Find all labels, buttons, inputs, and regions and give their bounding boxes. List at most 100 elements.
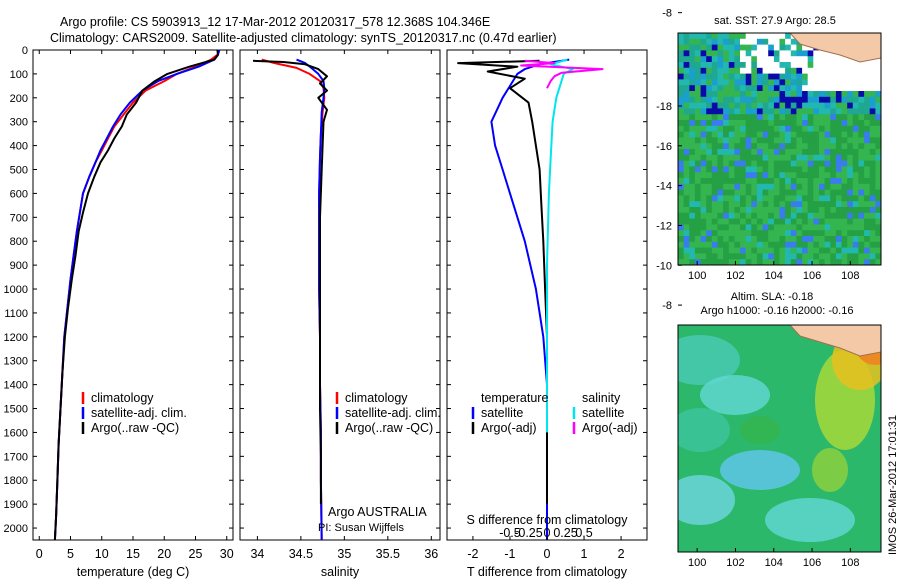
sst-cell xyxy=(773,230,781,237)
sst-cell xyxy=(751,108,758,115)
sst-cell xyxy=(858,85,865,92)
sst-cell xyxy=(717,38,724,46)
sst-cell xyxy=(847,247,854,254)
sst-cell xyxy=(689,125,696,133)
sst-cell xyxy=(683,62,690,69)
sst-cell xyxy=(779,85,786,92)
s-tick-label: -0.5 xyxy=(499,526,521,540)
sst-cell xyxy=(807,143,814,150)
sst-cell xyxy=(689,102,696,109)
sst-cell xyxy=(785,230,792,237)
sst-cell xyxy=(762,67,769,75)
s-tick-label: 0.5 xyxy=(575,526,592,540)
sst-cell xyxy=(706,91,713,98)
lon-tick-label: 106 xyxy=(803,557,821,569)
sst-cell xyxy=(723,212,730,220)
sst-cell xyxy=(683,172,690,179)
depth-tick-label: 1800 xyxy=(4,475,28,487)
sst-cell xyxy=(751,73,758,80)
sst-cell xyxy=(683,79,690,86)
sst-cell xyxy=(869,143,876,150)
sst-cell xyxy=(796,137,803,144)
sst-cell xyxy=(790,207,797,214)
sst-cell xyxy=(740,230,747,237)
depth-tick-label: 1100 xyxy=(4,308,28,320)
sst-cell xyxy=(762,178,769,185)
sst-cell xyxy=(756,218,764,225)
sst-cell xyxy=(683,131,690,138)
sst-cell xyxy=(802,195,809,202)
sst-cell xyxy=(728,195,735,202)
sst-cell xyxy=(734,85,741,92)
sst-cell xyxy=(706,183,713,191)
sst-cell xyxy=(678,50,685,57)
sst-cell xyxy=(700,62,707,69)
sst-cell xyxy=(875,183,881,191)
sst-cell xyxy=(751,67,758,75)
sst-cell xyxy=(723,44,730,51)
x-tick-label: 30 xyxy=(220,547,234,561)
sst-cell xyxy=(875,195,881,202)
series-line-climatology xyxy=(261,58,326,541)
sst-cell xyxy=(875,212,881,220)
sst-cell xyxy=(785,85,792,92)
sst-cell xyxy=(824,143,831,150)
sst-cell xyxy=(864,253,871,260)
sst-cell xyxy=(869,149,876,156)
sst-cell xyxy=(751,143,758,150)
sst-cell xyxy=(779,44,786,51)
sst-cell xyxy=(835,62,843,69)
sst-cell xyxy=(785,131,792,138)
sst-cell xyxy=(813,195,820,202)
sst-cell xyxy=(711,120,718,127)
sst-cell xyxy=(734,131,741,138)
sla-anomaly-region xyxy=(740,416,780,444)
sst-cell xyxy=(768,73,775,80)
sst-cell xyxy=(819,67,826,75)
sst-cell xyxy=(711,85,718,92)
sst-cell xyxy=(768,207,775,214)
sst-cell xyxy=(768,212,775,220)
sst-cell xyxy=(785,224,792,231)
sst-cell xyxy=(841,137,848,144)
sst-cell xyxy=(841,253,848,260)
sst-cell xyxy=(711,33,718,40)
sst-cell xyxy=(835,143,843,150)
sst-cell xyxy=(768,236,775,243)
imos-credit: IMOS 26-Mar-2012 17:01:31 xyxy=(887,415,899,555)
sst-cell xyxy=(740,201,747,208)
sst-cell xyxy=(694,56,702,63)
sst-cell xyxy=(869,125,876,133)
sst-cell xyxy=(835,73,843,80)
sst-cell xyxy=(745,56,752,63)
sst-cell xyxy=(824,224,831,231)
sst-cell xyxy=(745,149,752,156)
sst-cell xyxy=(745,125,752,133)
depth-tick-label: 1400 xyxy=(4,380,28,392)
sst-cell xyxy=(852,207,859,214)
sst-cell xyxy=(723,224,730,231)
sst-cell xyxy=(847,114,854,121)
sst-cell xyxy=(858,160,865,167)
sst-cell xyxy=(762,44,769,51)
sst-cell xyxy=(745,33,752,40)
sst-cell xyxy=(785,91,792,98)
sst-cell xyxy=(717,236,724,243)
sst-cell xyxy=(858,253,865,260)
sst-cell xyxy=(717,102,724,109)
sst-cell xyxy=(807,172,814,179)
sst-cell xyxy=(762,143,769,150)
sst-cell xyxy=(796,120,803,127)
sst-cell xyxy=(807,91,814,98)
sst-cell xyxy=(762,154,769,162)
sst-cell xyxy=(802,143,809,150)
sst-cell xyxy=(813,160,820,167)
sst-cell xyxy=(875,253,881,260)
sst-cell xyxy=(841,201,848,208)
sst-cell xyxy=(779,50,786,57)
sst-cell xyxy=(678,224,685,231)
sst-cell xyxy=(678,230,685,237)
depth-tick-label: 600 xyxy=(10,188,28,200)
sst-cell xyxy=(790,38,797,46)
sst-cell xyxy=(683,96,690,104)
